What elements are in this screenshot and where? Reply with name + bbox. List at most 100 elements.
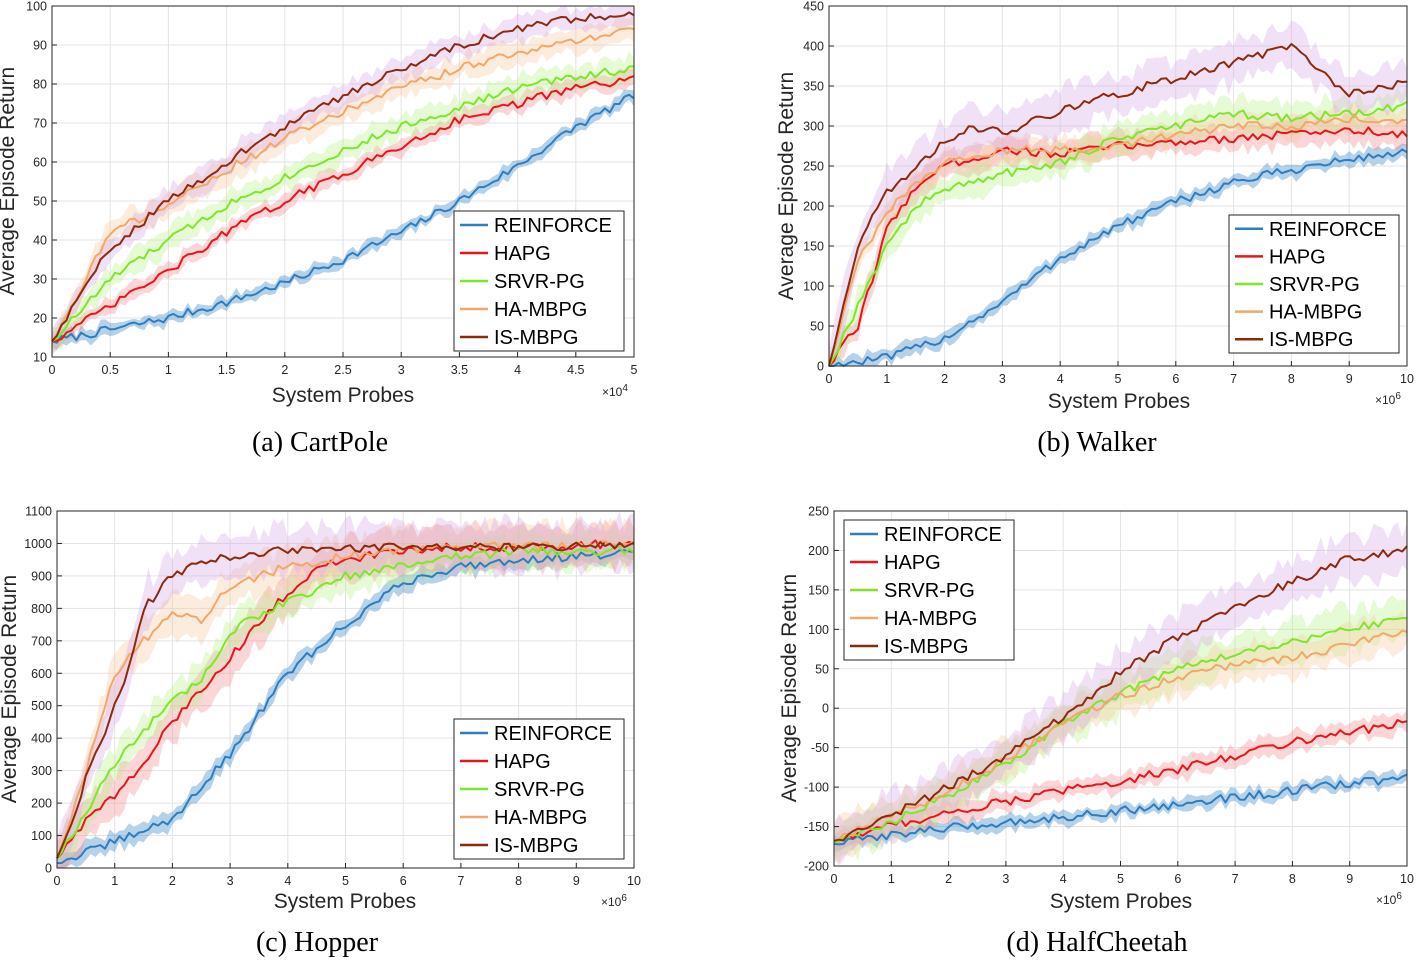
legend-label: SRVR-PG	[1269, 274, 1360, 296]
x-tick-label: 3	[1002, 872, 1009, 886]
x-axis-multiplier: ×106	[1375, 391, 1401, 407]
band-ha-mbpg	[834, 610, 1407, 864]
halfcheetah-chart: 0 1 2 3 4 5 6 7 8 9 10 -200 -150 -100 -50 0 50 100 150 200 2…	[778, 505, 1414, 959]
y-tick-label: 100	[808, 623, 829, 637]
legend-label: HA-MBPG	[494, 807, 587, 829]
x-tick-label: 6	[1174, 872, 1181, 886]
x-tick-label: 8	[1288, 372, 1295, 386]
band-hapg	[834, 708, 1407, 850]
series-line-is-mbpg	[51, 11, 635, 343]
y-tick-label: 800	[31, 602, 52, 616]
x-tick-label: 10	[1400, 372, 1414, 386]
y-tick-label: 50	[815, 662, 829, 676]
legend-label: HAPG	[1269, 246, 1326, 268]
y-tick-label: -100	[804, 781, 829, 795]
band-reinforce	[834, 768, 1407, 852]
x-tick-label: 3.5	[451, 363, 468, 377]
x-tick-label: 3	[227, 874, 234, 888]
y-axis-label: Average Episode Return	[778, 574, 801, 802]
band-is-mbpg	[829, 20, 1407, 366]
x-tick-label: 0	[826, 372, 833, 386]
x-axis-label: System Probes	[274, 890, 416, 913]
series-line-srvr-pg	[51, 65, 635, 343]
legend-label: IS-MBPG	[494, 835, 578, 857]
x-tick-label: 4	[1060, 872, 1067, 886]
x-tick-label: 4	[284, 874, 291, 888]
legend-label: HAPG	[494, 751, 551, 773]
y-tick-label: 30	[33, 273, 47, 287]
y-tick-label: 300	[31, 764, 52, 778]
subfigure-caption: (d) HalfCheetah	[1006, 927, 1187, 958]
x-tick-label: 5	[342, 874, 349, 888]
y-tick-label: 250	[808, 505, 829, 519]
x-tick-label: 7	[1232, 872, 1239, 886]
y-axis-label: Average Episode Return	[0, 575, 21, 803]
x-tick-label: 7	[457, 874, 464, 888]
cartpole-chart: 0 0.5 1 1.5 2 2.5 3 3.5 4 4.5 5 10 20 30 40 50 60 70 80 90 1…	[0, 0, 638, 458]
series-lines	[51, 11, 635, 344]
hopper-chart: 0 1 2 3 4 5 6 7 8 9 100100200300400500600700800900…	[0, 505, 641, 959]
tick-labels: 0 0.5 1 1.5 2 2.5 3 3.5 4 4.5 5 10 20 30 40 50 60 70 80 90 1…	[26, 0, 637, 377]
x-tick-label: 2	[281, 363, 288, 377]
legend-label: REINFORCE	[494, 723, 612, 745]
x-axis-label: System Probes	[1048, 390, 1190, 413]
tick-labels: 0 1 2 3 4 5 6 7 8 9 100100200300400500600700800900…	[24, 505, 641, 889]
legend-label: HAPG	[494, 243, 551, 265]
y-tick-label: 20	[33, 312, 47, 326]
series-line-reinforce	[51, 93, 635, 344]
legend-label: HA-MBPG	[884, 608, 977, 630]
y-tick-label: 350	[803, 80, 824, 94]
series-line-reinforce	[833, 773, 1408, 846]
series-lines	[833, 545, 1408, 846]
series-line-reinforce	[829, 148, 1408, 367]
x-tick-label: 0	[49, 363, 56, 377]
confidence-bands	[52, 6, 634, 357]
legend: REINFORCE HAPG SRVR-PG HA-MBPG IS-MBPG	[1228, 214, 1400, 354]
y-tick-label: 50	[810, 320, 824, 334]
x-tick-label: 0.5	[102, 363, 119, 377]
y-tick-label: 0	[817, 360, 824, 374]
legend-label: HA-MBPG	[1269, 302, 1362, 324]
series-line-hapg	[51, 75, 635, 343]
y-tick-label: 100	[31, 829, 52, 843]
legend-label: IS-MBPG	[494, 327, 578, 349]
legend-label: SRVR-PG	[494, 779, 585, 801]
y-tick-label: 900	[31, 569, 52, 583]
tick-labels: 0 1 2 3 4 5 6 7 8 9 10 -200 -150 -100 -50 0 50 100 150 200 2…	[804, 505, 1414, 887]
x-tick-label: 2	[941, 372, 948, 386]
legend-label: HAPG	[884, 552, 941, 574]
legend-label: IS-MBPG	[1269, 329, 1353, 351]
series-line-is-mbpg	[833, 545, 1408, 842]
legend-label: SRVR-PG	[884, 580, 975, 602]
y-axis-label: Average Episode Return	[0, 67, 19, 295]
x-tick-label: 4	[1057, 372, 1064, 386]
y-axis-label: Average Episode Return	[775, 72, 798, 300]
y-tick-label: 250	[803, 160, 824, 174]
band-reinforce	[829, 143, 1407, 366]
y-tick-label: 200	[808, 544, 829, 558]
legend-label: SRVR-PG	[494, 271, 585, 293]
x-tick-label: 5	[1115, 372, 1122, 386]
band-srvr-pg	[57, 526, 634, 868]
x-tick-label: 5	[631, 363, 638, 377]
y-tick-label: 70	[33, 117, 47, 131]
x-axis-multiplier: ×106	[1376, 891, 1402, 907]
y-tick-label: -50	[811, 741, 829, 755]
y-tick-label: 300	[803, 120, 824, 134]
y-tick-label: 700	[31, 634, 52, 648]
y-tick-label: 1000	[24, 537, 52, 551]
band-ha-mbpg	[829, 101, 1407, 366]
y-tick-label: 10	[33, 351, 47, 365]
series-line-srvr-pg	[56, 546, 635, 859]
y-tick-label: 0	[822, 702, 829, 716]
x-tick-label: 6	[1172, 372, 1179, 386]
y-tick-label: 100	[803, 280, 824, 294]
y-tick-label: 1100	[25, 505, 52, 519]
series-line-reinforce	[56, 549, 635, 865]
x-tick-label: 1	[888, 872, 895, 886]
legend-label: REINFORCE	[494, 215, 612, 237]
y-tick-label: 400	[803, 40, 824, 54]
x-tick-label: 8	[515, 874, 522, 888]
legend-label: HA-MBPG	[494, 299, 587, 321]
x-tick-label: 2	[169, 874, 176, 888]
